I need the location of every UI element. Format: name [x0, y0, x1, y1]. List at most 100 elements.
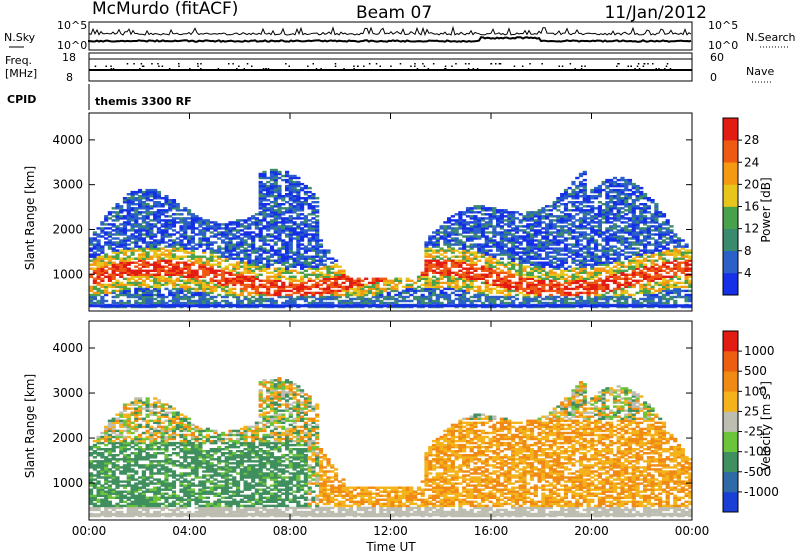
range-gate-cell — [601, 289, 606, 293]
range-gate-cell — [545, 253, 550, 256]
range-gate-cell — [205, 241, 210, 244]
range-gate-cell — [251, 215, 256, 218]
range-gate-cell — [477, 297, 482, 301]
range-gate-cell — [160, 267, 165, 270]
range-gate-cell — [643, 197, 648, 200]
range-gate-cell — [277, 291, 282, 295]
range-gate-cell — [194, 283, 199, 287]
range-gate-cell — [616, 259, 621, 262]
range-gate-cell — [164, 199, 169, 202]
range-gate-cell — [643, 267, 648, 270]
range-gate-cell — [281, 281, 286, 285]
range-gate-cell — [612, 271, 618, 275]
range-gate-cell — [156, 193, 161, 196]
range-gate-cell — [447, 295, 452, 299]
range-gate-cell — [499, 301, 504, 305]
range-gate-cell — [620, 273, 625, 277]
range-gate-cell — [507, 217, 512, 220]
range-gate-cell — [545, 223, 550, 226]
range-gate-cell — [96, 247, 101, 250]
range-gate-cell — [247, 253, 252, 256]
range-gate-cell — [627, 283, 633, 287]
range-gate-cell — [236, 245, 241, 248]
range-gate-cell — [224, 243, 229, 246]
range-gate-cell — [612, 213, 618, 216]
range-gate-cell — [179, 221, 184, 224]
range-gate-cell — [258, 239, 263, 242]
range-gate-cell — [89, 301, 94, 305]
range-gate-cell — [514, 217, 520, 220]
range-gate-cell — [141, 207, 146, 210]
range-gate-cell — [484, 273, 489, 277]
range-gate-cell — [300, 217, 305, 220]
range-gate-cell — [277, 253, 282, 256]
range-gate-cell — [243, 247, 248, 250]
range-gate-cell — [571, 188, 576, 192]
range-gate-cell — [258, 245, 263, 248]
range-gate-cell — [597, 287, 602, 291]
range-gate-cell — [552, 257, 557, 260]
range-gate-cell — [578, 223, 584, 226]
range-gate-cell — [224, 265, 229, 268]
range-gate-cell — [386, 279, 391, 283]
range-gate-cell — [292, 233, 297, 236]
range-gate-cell — [639, 229, 644, 232]
range-gate-cell — [533, 223, 538, 226]
range-gate-cell — [575, 301, 580, 305]
freq-dot — [178, 63, 180, 65]
range-gate-cell — [499, 241, 504, 244]
range-gate-cell — [315, 221, 320, 224]
range-gate-cell — [296, 283, 301, 287]
range-gate-cell — [205, 263, 210, 266]
range-gate-cell — [439, 271, 444, 275]
range-gate-cell — [627, 267, 633, 270]
range-gate-cell — [435, 279, 440, 283]
range-gate-cell — [247, 269, 252, 273]
range-gate-cell — [390, 295, 395, 299]
range-gate-cell — [496, 221, 501, 224]
range-gate-cell — [443, 271, 448, 275]
range-gate-cell — [277, 285, 282, 289]
range-gate-cell — [586, 241, 591, 244]
range-gate-cell — [288, 195, 293, 198]
range-gate-cell — [160, 197, 165, 200]
range-gate-cell — [160, 295, 165, 299]
range-gate-cell — [616, 190, 621, 194]
range-gate-cell — [643, 257, 648, 260]
range-gate-cell — [202, 301, 207, 305]
freq-label-bottom: [MHz] — [5, 67, 37, 80]
range-gate-cell — [597, 255, 602, 258]
range-gate-cell — [156, 253, 161, 256]
range-gate-cell — [450, 247, 455, 250]
range-gate-cell — [499, 221, 504, 224]
range-gate-cell — [171, 241, 177, 244]
range-gate-cell — [141, 239, 146, 242]
range-gate-cell — [465, 283, 471, 287]
range-gate-cell — [187, 285, 192, 289]
range-gate-cell — [507, 283, 512, 287]
range-gate-cell — [529, 235, 535, 238]
range-gate-cell — [315, 297, 320, 301]
range-gate-cell — [511, 295, 516, 299]
range-gate-cell — [179, 245, 184, 248]
range-gate-cell — [119, 245, 124, 248]
range-gate-cell — [537, 211, 542, 214]
range-gate-cell — [383, 297, 388, 301]
range-gate-cell — [529, 251, 535, 254]
range-gate-cell — [473, 223, 478, 226]
range-gate-cell — [643, 193, 648, 196]
range-gate-cell — [522, 287, 527, 291]
range-gate-cell — [435, 255, 440, 258]
range-gate-cell — [480, 219, 486, 222]
range-gate-cell — [326, 297, 331, 301]
range-gate-cell — [164, 295, 169, 299]
range-gate-cell — [496, 275, 501, 279]
range-gate-cell — [322, 287, 327, 291]
range-gate-cell — [635, 259, 640, 262]
range-gate-cell — [458, 265, 463, 268]
range-gate-cell — [560, 221, 565, 224]
range-gate-cell — [288, 297, 293, 301]
range-gate-cell — [518, 247, 523, 250]
range-gate-cell — [311, 279, 316, 283]
range-gate-cell — [428, 281, 433, 285]
